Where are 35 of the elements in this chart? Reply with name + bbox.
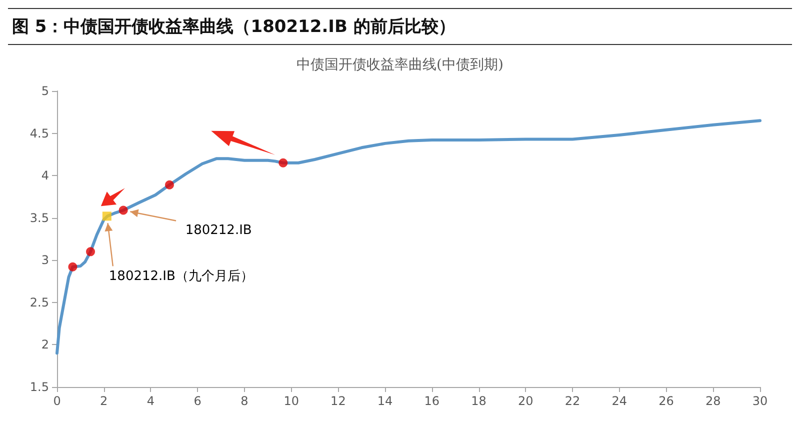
x-tick-label: 26 [658,394,674,408]
y-tick-label: 3.5 [30,210,49,225]
line-series [56,119,762,355]
x-tick-label: 14 [377,394,393,408]
y-tick-label: 1.5 [30,380,49,394]
x-tick-label: 18 [471,394,486,408]
y-tick-label: 2.5 [30,295,49,310]
point [164,180,174,190]
x-tick-label: 16 [424,394,440,408]
x-tick-label: 24 [612,394,628,408]
point [102,212,112,221]
x-tick-label: 0 [53,394,61,408]
x-tick-label: 8 [240,394,248,408]
chart-title: 图 5：中债国开债收益率曲线（180212.IB 的前后比较） [8,8,792,45]
y-tick-label: 4 [41,168,49,183]
x-tick-label: 22 [564,394,580,408]
annotation: 180212.IB（九个月后） [108,269,254,284]
point [118,206,128,215]
y-tick-label: 4.5 [30,126,49,140]
point [278,158,288,168]
x-tick-label: 28 [705,394,721,408]
x-tick-label: 2 [100,394,108,408]
chart-subtitle: 中债国开债收益率曲线(中债到期) [296,57,504,73]
y-tick-label: 5 [41,84,49,98]
x-tick-label: 30 [752,394,768,408]
annotation: 180212.IB [185,223,252,238]
x-tick-label: 6 [194,394,202,408]
x-tick-label: 10 [284,394,299,408]
y-tick-label: 2 [41,338,49,352]
x-tick-label: 12 [330,394,346,408]
point [86,247,96,256]
x-tick-label: 4 [146,394,155,408]
y-tick-label: 3 [41,253,49,268]
point [68,262,78,272]
x-tick-label: 20 [518,394,534,408]
